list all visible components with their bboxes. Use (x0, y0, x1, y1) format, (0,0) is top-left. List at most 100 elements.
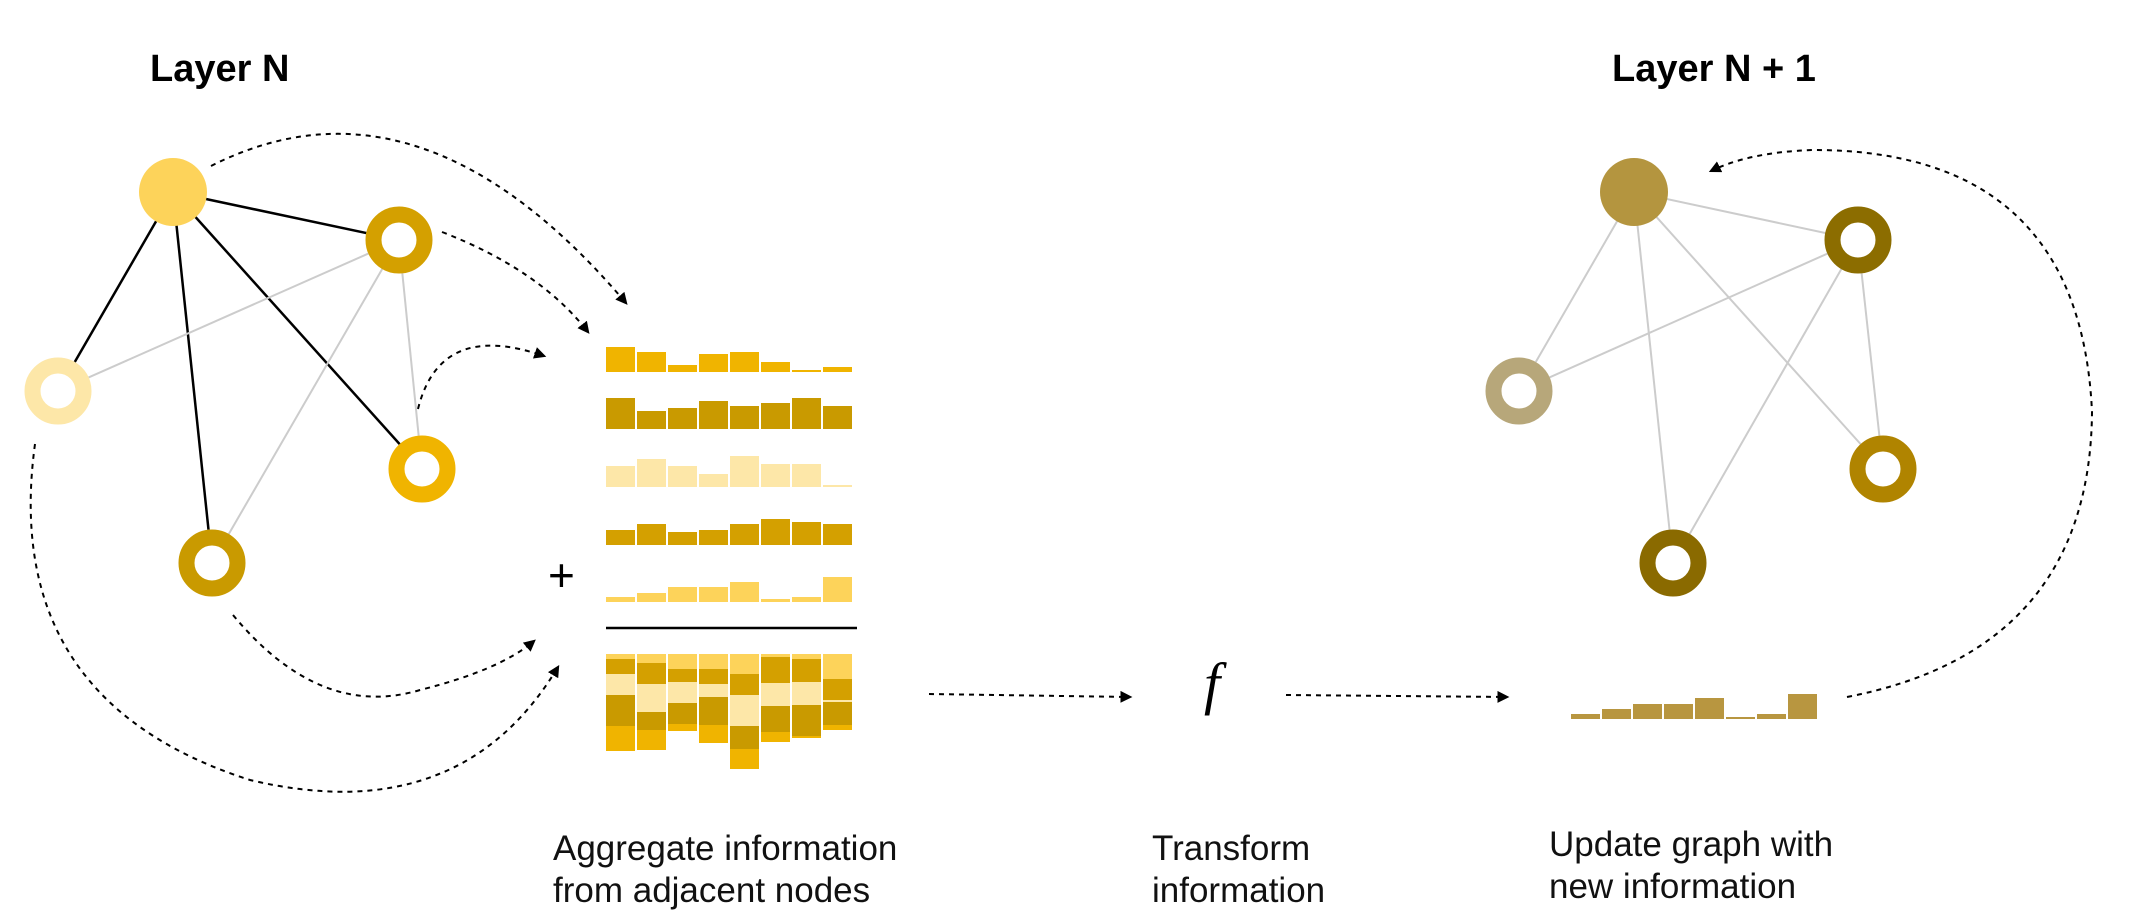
feature-vectors (606, 347, 852, 602)
layer-n1-title: Layer N + 1 (1612, 48, 1816, 90)
edge-center-bottom (171, 191, 214, 564)
aggregate-segment-4-7 (823, 654, 852, 679)
feature-bar-3-1 (637, 524, 666, 545)
edge-upper-right-right (1857, 239, 1884, 470)
node-upper-right (1824, 206, 1892, 274)
aggregate-segment-0-0 (606, 726, 635, 751)
edge-center-left (1518, 191, 1635, 392)
node-upper-right (365, 206, 433, 274)
node-bottom (1639, 529, 1707, 597)
aggregate-label-line1: Aggregate information (553, 829, 898, 868)
feature-bar-1-6 (792, 398, 821, 429)
aggregate-segment-3-5 (761, 657, 790, 683)
arrow-aggregate-to-transform (928, 690, 1133, 703)
aggregate-segment-0-3 (699, 725, 728, 743)
aggregate-segment-3-4 (730, 674, 759, 695)
aggregate-segment-1-0 (606, 695, 635, 726)
feature-bar-4-7 (823, 577, 852, 602)
aggregate-segment-2-5 (761, 683, 790, 706)
feature-bar-1-4 (730, 406, 759, 429)
feature-bar-3-3 (699, 530, 728, 545)
aggregate-segment-0-2 (668, 724, 697, 731)
feature-bar-2-1 (637, 459, 666, 487)
edge-upper-right-right (398, 239, 423, 470)
node-left (24, 357, 92, 425)
transform-label: Transform information (1152, 828, 1325, 912)
feature-bar-3-0 (606, 530, 635, 545)
feature-bar-1-2 (668, 408, 697, 429)
feature-bar-4-3 (699, 587, 728, 602)
edge-upper-right-bottom (211, 239, 400, 564)
aggregate-segment-4-3 (699, 654, 728, 669)
output-bar-4 (1695, 698, 1724, 719)
feature-bar-3-6 (792, 522, 821, 545)
message-arrows (29, 132, 2094, 793)
aggregate-segment-2-1 (637, 684, 666, 712)
update-label-line2: new information (1549, 867, 1797, 906)
aggregate-segment-2-6 (792, 682, 821, 705)
aggregate-segment-2-2 (668, 682, 697, 703)
feature-bar-0-5 (761, 362, 790, 372)
aggregate-segment-4-5 (761, 654, 790, 657)
transform-label-line1: Transform (1152, 829, 1311, 868)
aggregate-segment-0-7 (823, 725, 852, 730)
layer-n-title: Layer N (150, 48, 290, 90)
feature-bar-3-5 (761, 519, 790, 545)
output-bar-6 (1757, 714, 1786, 719)
edge-center-left (56, 191, 175, 392)
arrow-right-to-aggregate (417, 344, 547, 410)
edge-center-upper-right (1633, 191, 1859, 241)
layer-n-nodes (24, 158, 456, 597)
arrow-center-to-aggregate (210, 132, 628, 305)
aggregate-segment-2-7 (823, 700, 852, 702)
update-label-line1: Update graph with (1549, 825, 1834, 864)
layer-n1-edges (1518, 191, 1884, 564)
node-center (139, 158, 207, 226)
aggregate-segment-0-6 (792, 736, 821, 738)
aggregate-segment-2-0 (606, 674, 635, 695)
arrow-transform-to-output (1285, 690, 1510, 703)
plus-sign: + (548, 549, 575, 601)
node-center (1600, 158, 1668, 226)
node-left (1485, 357, 1553, 425)
aggregate-segment-3-1 (637, 663, 666, 684)
feature-bar-1-3 (699, 401, 728, 429)
feature-bar-1-7 (823, 406, 852, 429)
feature-bar-0-3 (699, 354, 728, 372)
feature-bar-4-5 (761, 599, 790, 602)
layer-n-edges (56, 190, 423, 564)
aggregate-segment-4-2 (668, 654, 697, 669)
feature-bar-3-4 (730, 524, 759, 545)
feature-bar-0-1 (637, 352, 666, 372)
edge-center-right (1633, 191, 1884, 470)
edge-upper-right-bottom (1672, 239, 1859, 564)
feature-bar-3-2 (668, 532, 697, 545)
feature-bar-4-6 (792, 597, 821, 602)
aggregate-segment-4-4 (730, 654, 759, 674)
feature-bar-1-1 (637, 411, 666, 429)
feature-bar-2-4 (730, 456, 759, 487)
aggregate-segment-1-3 (699, 697, 728, 725)
aggregate-segment-0-1 (637, 730, 666, 750)
node-bottom (178, 529, 246, 597)
arrow-left-to-aggregate (29, 443, 560, 793)
feature-bar-3-7 (823, 524, 852, 545)
aggregate-segment-4-1 (637, 654, 666, 663)
feature-bar-2-6 (792, 464, 821, 487)
aggregate-segment-3-6 (792, 659, 821, 682)
feature-bar-0-7 (823, 367, 852, 372)
aggregate-segment-1-1 (637, 712, 666, 730)
feature-bar-0-0 (606, 347, 635, 372)
feature-bar-4-2 (668, 587, 697, 602)
aggregate-segment-1-2 (668, 703, 697, 724)
feature-bar-2-5 (761, 464, 790, 487)
arrow-bottom-to-aggregate (232, 614, 536, 698)
layer-n1-nodes (1485, 158, 1917, 597)
aggregate-segment-3-0 (606, 659, 635, 674)
transform-label-line2: information (1152, 871, 1326, 910)
aggregate-segment-0-4 (730, 749, 759, 769)
node-right (388, 435, 456, 503)
aggregate-segment-4-0 (606, 654, 635, 659)
